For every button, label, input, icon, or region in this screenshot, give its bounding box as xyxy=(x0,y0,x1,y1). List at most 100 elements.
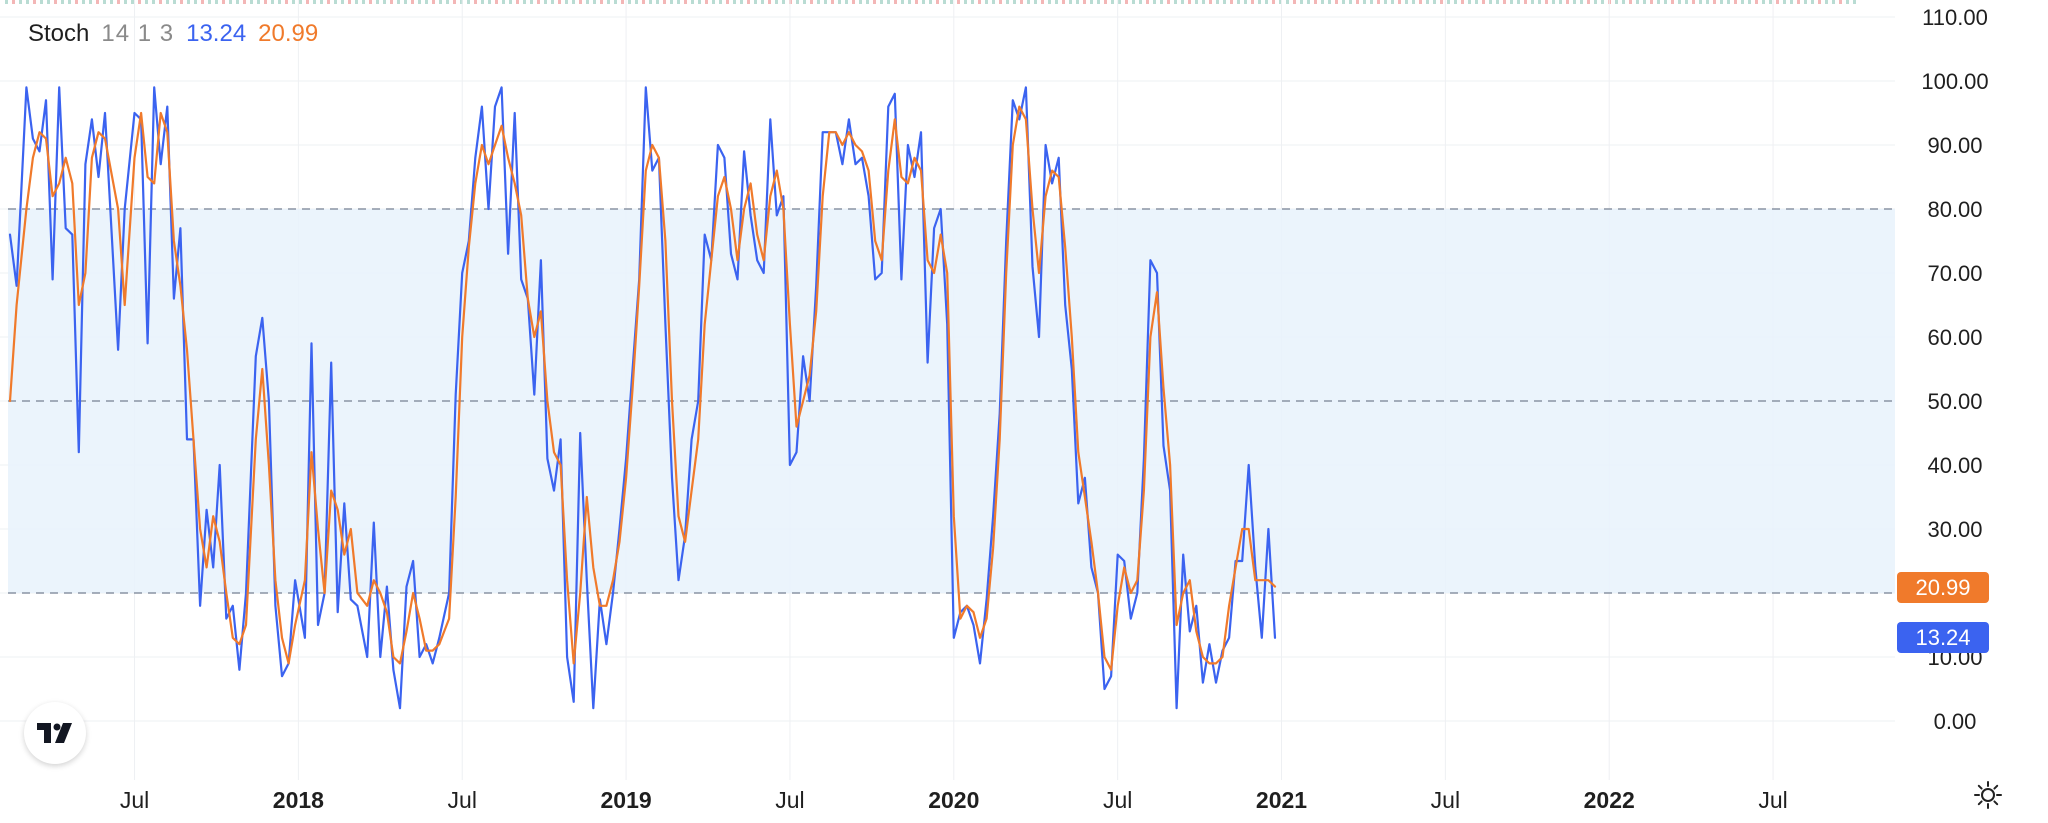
indicator-name: Stoch xyxy=(28,20,90,47)
k-value: 13.24 xyxy=(186,20,247,47)
top-strip-tick xyxy=(838,0,841,4)
top-strip-tick xyxy=(194,0,197,4)
top-strip-tick xyxy=(1027,0,1030,4)
top-strip-tick xyxy=(1223,0,1226,4)
top-strip-tick xyxy=(572,0,575,4)
top-strip-tick xyxy=(250,0,253,4)
x-tick-label: Jul xyxy=(775,787,804,813)
top-strip-tick xyxy=(1426,0,1429,4)
x-tick-label: Jul xyxy=(120,787,149,813)
x-tick-label: 2022 xyxy=(1584,787,1635,813)
tradingview-logo-icon[interactable] xyxy=(24,702,86,764)
top-strip-tick xyxy=(810,0,813,4)
top-strip-tick xyxy=(908,0,911,4)
top-strip-tick xyxy=(1153,0,1156,4)
top-strip-tick xyxy=(817,0,820,4)
top-strip-tick xyxy=(68,0,71,4)
top-strip-tick xyxy=(1720,0,1723,4)
k-value-tag: 13.24 xyxy=(1897,622,1989,653)
top-strip-tick xyxy=(936,0,939,4)
top-strip-tick xyxy=(145,0,148,4)
top-strip-tick xyxy=(1104,0,1107,4)
top-strip-tick xyxy=(621,0,624,4)
top-strip-tick xyxy=(600,0,603,4)
top-strip-tick xyxy=(929,0,932,4)
top-strip-tick xyxy=(362,0,365,4)
top-strip-tick xyxy=(1755,0,1758,4)
top-strip-tick xyxy=(1167,0,1170,4)
top-strip-tick xyxy=(1503,0,1506,4)
top-strip-tick xyxy=(75,0,78,4)
top-strip-tick xyxy=(1762,0,1765,4)
top-strip-tick xyxy=(26,0,29,4)
top-strip-tick xyxy=(257,0,260,4)
top-strip-tick xyxy=(516,0,519,4)
top-strip-tick xyxy=(1006,0,1009,4)
top-strip-tick xyxy=(418,0,421,4)
top-strip-tick xyxy=(1629,0,1632,4)
top-strip-tick xyxy=(1741,0,1744,4)
top-strip-tick xyxy=(789,0,792,4)
top-strip-tick xyxy=(1307,0,1310,4)
top-strip-tick xyxy=(1062,0,1065,4)
top-strip-tick xyxy=(1321,0,1324,4)
top-strip-tick xyxy=(1398,0,1401,4)
top-strip-tick xyxy=(1048,0,1051,4)
top-strip-tick xyxy=(334,0,337,4)
top-strip-tick xyxy=(677,0,680,4)
top-strip-tick xyxy=(1643,0,1646,4)
top-strip-tick xyxy=(1230,0,1233,4)
top-strip-tick xyxy=(33,0,36,4)
top-strip-tick xyxy=(1517,0,1520,4)
top-strip-tick xyxy=(1034,0,1037,4)
top-strip-tick xyxy=(1146,0,1149,4)
top-strip-tick xyxy=(866,0,869,4)
top-strip-tick xyxy=(1237,0,1240,4)
top-strip-tick xyxy=(607,0,610,4)
y-tick-label: 50.00 xyxy=(1927,389,1982,414)
top-strip-tick xyxy=(509,0,512,4)
top-strip-tick xyxy=(593,0,596,4)
top-strip-tick xyxy=(628,0,631,4)
top-strip-tick xyxy=(110,0,113,4)
top-strip-tick xyxy=(705,0,708,4)
top-strip-tick xyxy=(1377,0,1380,4)
top-strip-tick xyxy=(999,0,1002,4)
top-strip-tick xyxy=(1615,0,1618,4)
top-strip-tick xyxy=(222,0,225,4)
top-strip-tick xyxy=(845,0,848,4)
top-strip-tick xyxy=(1650,0,1653,4)
top-strip-tick xyxy=(740,0,743,4)
top-strip-tick xyxy=(243,0,246,4)
top-strip-tick xyxy=(978,0,981,4)
top-strip-tick xyxy=(1279,0,1282,4)
top-strip-tick xyxy=(873,0,876,4)
top-strip-tick xyxy=(1293,0,1296,4)
top-strip-tick xyxy=(733,0,736,4)
top-strip-tick xyxy=(348,0,351,4)
top-strip-tick xyxy=(712,0,715,4)
top-strip-tick xyxy=(89,0,92,4)
top-strip-tick xyxy=(1055,0,1058,4)
top-strip-tick xyxy=(1580,0,1583,4)
top-strip-tick xyxy=(488,0,491,4)
y-tick-label: 70.00 xyxy=(1927,261,1982,286)
top-strip-tick xyxy=(1272,0,1275,4)
top-strip-tick xyxy=(1083,0,1086,4)
top-strip-tick xyxy=(1125,0,1128,4)
x-axis: Jul 2018 Jul 2019 Jul 2020 Jul 2021 Jul 2022 Jul xyxy=(120,787,1788,813)
x-tick-label: 2020 xyxy=(928,787,979,813)
top-strip-tick xyxy=(264,0,267,4)
settings-sun-icon[interactable] xyxy=(1968,775,2008,815)
y-tick-label: 60.00 xyxy=(1927,325,1982,350)
indicator-legend: Stoch 14 1 3 13.24 20.99 xyxy=(28,20,318,48)
x-tick-label: Jul xyxy=(1103,787,1132,813)
top-strip-tick xyxy=(467,0,470,4)
top-strip-tick xyxy=(138,0,141,4)
top-strip-tick xyxy=(1300,0,1303,4)
top-strip-tick xyxy=(1328,0,1331,4)
top-strip-tick xyxy=(446,0,449,4)
top-strip-tick xyxy=(61,0,64,4)
top-strip-tick xyxy=(1846,0,1849,4)
